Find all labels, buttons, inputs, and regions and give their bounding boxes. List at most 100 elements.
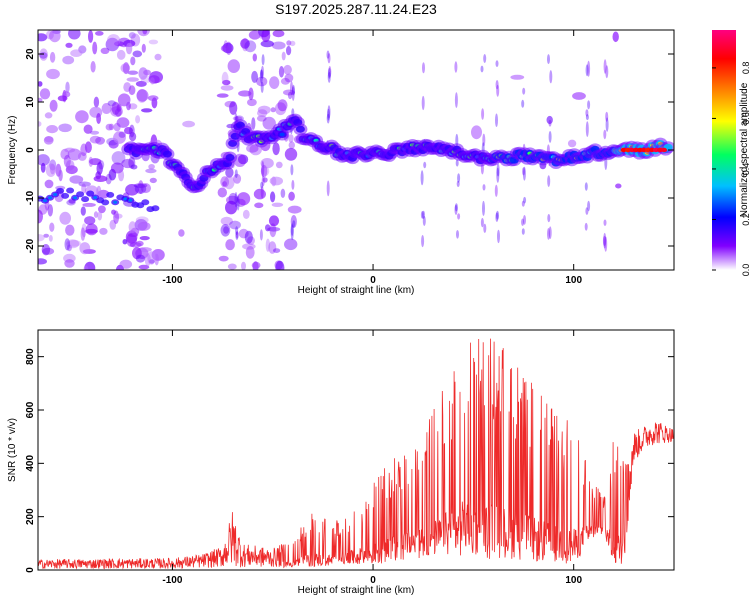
spectrogram-cell (421, 235, 425, 248)
spectrogram-cell (137, 221, 151, 231)
spectrogram-cell (64, 147, 76, 153)
spectrogram-cell (147, 95, 159, 101)
spectrogram-cell (70, 49, 83, 57)
spectrogram-cell (47, 204, 53, 217)
spectrogram-cell (257, 105, 271, 115)
spectrogram-cell (456, 230, 459, 239)
spectrogram-cell (220, 45, 230, 52)
spectrogram-cell (49, 222, 55, 232)
spectrogram-cell (252, 53, 257, 62)
spectrogram-cell (287, 91, 293, 100)
snr-ytick-label: 800 (25, 348, 36, 365)
spectrogram-cell (248, 87, 254, 101)
spectrogram-cell (547, 175, 551, 188)
spectrogram-cell (116, 104, 122, 112)
spectrogram-cell (121, 158, 135, 169)
spectrogram-cell (546, 115, 553, 125)
spectrogram-cell (85, 223, 98, 236)
spectrogram-cell (101, 199, 110, 206)
spectrogram-cell (221, 71, 229, 85)
spectrogram-cell (45, 30, 54, 40)
spectrogram-cell (261, 65, 264, 79)
spectrogram-cell (523, 196, 527, 204)
spectrogram-cell (93, 196, 98, 199)
spectrogram-cell (108, 123, 115, 131)
spectrogram-cell (521, 200, 525, 207)
colorbar-gradient (712, 30, 736, 270)
spectrogram-cell (245, 246, 255, 259)
spectrogram-cell (141, 108, 153, 113)
spectrogram-cell (113, 131, 126, 144)
spectrogram-cell (38, 209, 43, 224)
spectrogram-cell (270, 107, 276, 113)
spectrogram-cell (262, 177, 268, 183)
spectrogram-cell (136, 89, 149, 102)
spectrogram-xlabel: Height of straight line (km) (298, 285, 415, 296)
spectrogram-cell (132, 50, 143, 58)
spectrogram-cell (471, 125, 482, 140)
spectrogram-cell (99, 227, 108, 235)
spectrogram-cell (150, 77, 155, 85)
spectrogram-cell (96, 185, 102, 198)
spectrogram-cell (265, 224, 271, 232)
spectrogram-cell (587, 200, 591, 212)
spectrogram-cell (234, 169, 238, 179)
spectrogram-cell (127, 70, 139, 75)
spectrogram-cell (50, 163, 56, 175)
spectrogram-cell (288, 191, 295, 201)
spectrogram-cell (100, 47, 110, 54)
spectrogram-cell (287, 205, 302, 214)
spectrogram-xtick-label: 100 (565, 275, 582, 286)
spectrogram-cell (235, 226, 239, 236)
spectrogram-cell (235, 231, 239, 240)
spectrogram-cell (80, 206, 86, 216)
spectrogram-cell (291, 179, 295, 190)
spectrogram-cell (225, 154, 235, 161)
spectrogram-cell (96, 113, 101, 124)
spectrogram-cell (421, 95, 425, 111)
spectrogram-cell (283, 89, 295, 96)
spectrogram-cell (328, 66, 332, 78)
spectrogram-cell (111, 209, 116, 215)
spectrogram-cell (605, 117, 609, 132)
spectrogram-cell (116, 49, 126, 60)
spectrogram-cell (220, 85, 234, 91)
spectrogram-cell (223, 226, 230, 234)
spectrogram-cell (260, 40, 274, 48)
spectrogram-cell (128, 221, 137, 233)
spectrogram-cell (122, 239, 128, 245)
colorbar-ticks: 0.0 0.2 0.4 0.6 0.8 (712, 62, 750, 276)
spectrogram-cell (455, 159, 459, 167)
spectrogram-cell (521, 228, 525, 235)
spectrogram-cell (66, 244, 72, 252)
spectrogram-cell (326, 180, 330, 197)
snr-background (38, 330, 674, 570)
spectrogram-cell (218, 255, 229, 262)
spectrogram-cell (457, 173, 461, 183)
spectrogram-cell (89, 135, 101, 144)
spectrogram-cell (572, 92, 586, 100)
spectrogram-cell (65, 42, 73, 48)
spectrogram-cell (66, 199, 76, 206)
spectrogram-cell (139, 236, 150, 241)
spectrogram-cell (222, 181, 228, 187)
spectrogram-cell (615, 183, 622, 189)
spectrogram-cell (76, 191, 85, 198)
spectrogram-cell (548, 226, 552, 239)
spectrogram-cell (242, 209, 250, 219)
spectrogram-cell (244, 230, 253, 244)
spectrogram-cell (274, 102, 287, 116)
spectrogram-cell (269, 223, 277, 238)
spectrogram-cell (129, 132, 137, 142)
spectrogram-cell (288, 141, 295, 149)
spectrogram-cell (124, 127, 133, 135)
spectrogram-cell (251, 261, 261, 269)
spectrogram-cell (118, 131, 126, 138)
spectrogram-cell (43, 233, 49, 238)
spectrogram-cell (128, 85, 136, 96)
spectrogram-cell (81, 183, 87, 194)
spectrogram-cell (116, 117, 130, 128)
spectrogram-cell (523, 215, 526, 225)
spectrogram-cell (79, 242, 91, 255)
